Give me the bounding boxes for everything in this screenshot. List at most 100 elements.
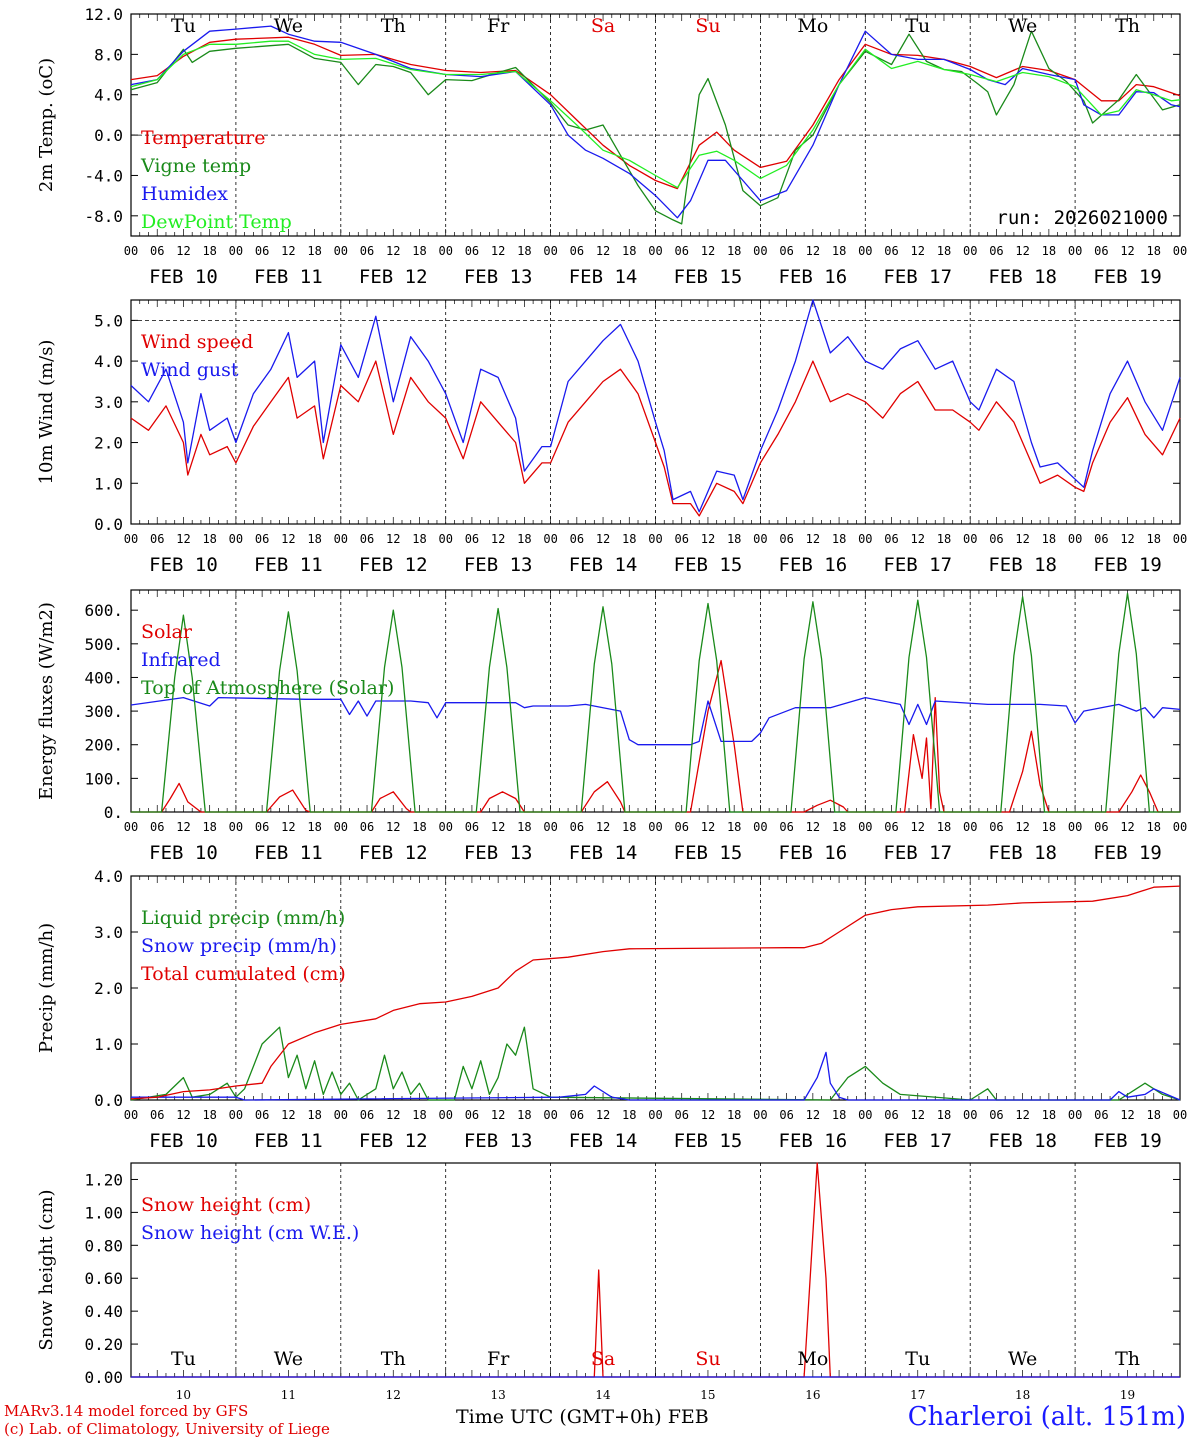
x-axis-month: FEB <box>667 1406 709 1428</box>
hour-tick-label: 12 <box>701 532 715 546</box>
series-line <box>131 659 1180 813</box>
hour-tick-label: 12 <box>596 532 610 546</box>
hour-tick-label: 06 <box>570 532 584 546</box>
hour-tick-label: 00 <box>543 532 557 546</box>
date-label: FEB 18 <box>988 1130 1057 1152</box>
hour-tick-label: 00 <box>438 244 452 258</box>
date-label: FEB 15 <box>674 554 743 576</box>
hour-tick-label: 18 <box>202 532 216 546</box>
hour-tick-label: 18 <box>202 1108 216 1122</box>
hour-tick-label: 06 <box>1094 820 1108 834</box>
hour-tick-label: 18 <box>832 244 846 258</box>
hour-tick-label: 18 <box>307 532 321 546</box>
legend-entry: Vigne temp <box>140 155 251 177</box>
hour-tick-label: 18 <box>412 244 426 258</box>
hour-tick-label: 06 <box>360 244 374 258</box>
hour-tick-label: 06 <box>989 244 1003 258</box>
hour-tick-label: 06 <box>150 1108 164 1122</box>
hour-tick-label: 06 <box>360 1108 374 1122</box>
hour-tick-label: 12 <box>386 244 400 258</box>
hour-tick-label: 06 <box>1094 1108 1108 1122</box>
y-tick-label: 1.00 <box>84 1203 123 1222</box>
legend-entry: DewPoint Temp <box>141 211 292 233</box>
hour-tick-label: 00 <box>753 532 767 546</box>
weekday-label: Mo <box>797 1348 828 1370</box>
weekday-label: Sa <box>591 1348 615 1370</box>
day-number-label: 19 <box>1120 1388 1135 1402</box>
y-tick-label: 12.0 <box>84 5 123 24</box>
hour-tick-label: 00 <box>229 1108 243 1122</box>
day-number-label: 18 <box>1015 1388 1030 1402</box>
hour-tick-label: 06 <box>884 244 898 258</box>
hour-tick-label: 00 <box>124 244 138 258</box>
hour-tick-label: 12 <box>176 820 190 834</box>
date-label: FEB 19 <box>1093 842 1162 864</box>
hour-tick-label: 00 <box>1068 244 1082 258</box>
y-axis-label: Precip (mm/h) <box>36 923 57 1053</box>
date-label: FEB 16 <box>779 266 848 288</box>
legend-entry: Temperature <box>141 127 265 149</box>
hour-tick-label: 00 <box>543 820 557 834</box>
hour-tick-label: 00 <box>543 244 557 258</box>
series-line <box>130 360 1181 517</box>
hour-tick-label: 00 <box>334 820 348 834</box>
y-axis-label: 10m Wind (m/s) <box>36 340 57 485</box>
date-label: FEB 17 <box>883 266 952 288</box>
legend-entry: Solar <box>141 621 193 643</box>
weekday-label: Th <box>1115 1348 1140 1370</box>
hour-tick-label: 12 <box>176 1108 190 1122</box>
weekday-label: Su <box>695 15 720 37</box>
hour-tick-label: 12 <box>1120 820 1134 834</box>
hour-tick-label: 12 <box>911 820 925 834</box>
hour-tick-label: 12 <box>911 532 925 546</box>
hour-tick-label: 12 <box>701 244 715 258</box>
hour-tick-label: 12 <box>1015 532 1029 546</box>
weekday-label: Tu <box>171 15 196 37</box>
hour-tick-label: 18 <box>1147 820 1161 834</box>
hour-tick-label: 18 <box>937 1108 951 1122</box>
hour-tick-label: 00 <box>1173 820 1187 834</box>
date-label: FEB 10 <box>149 842 218 864</box>
y-tick-label: 3.0 <box>94 923 123 942</box>
hour-tick-label: 00 <box>1068 532 1082 546</box>
hour-tick-label: 18 <box>1147 244 1161 258</box>
legend-entry: Liquid precip (mm/h) <box>141 907 345 929</box>
hour-tick-label: 12 <box>806 532 820 546</box>
date-label: FEB 17 <box>883 842 952 864</box>
series-line <box>130 885 1181 1100</box>
date-label: FEB 18 <box>988 554 1057 576</box>
legend-entry: Snow height (cm) <box>141 1194 311 1216</box>
date-label: FEB 12 <box>359 554 428 576</box>
hour-tick-label: 00 <box>229 244 243 258</box>
day-number-label: 12 <box>386 1388 401 1402</box>
hour-tick-label: 18 <box>622 532 636 546</box>
hour-tick-label: 00 <box>438 820 452 834</box>
hour-tick-label: 18 <box>412 1108 426 1122</box>
hour-tick-label: 18 <box>307 820 321 834</box>
y-tick-label: 4.0 <box>94 867 123 886</box>
y-tick-label: 0.0 <box>94 515 123 534</box>
y-tick-label: 100. <box>84 769 123 788</box>
y-tick-label: 0.80 <box>84 1236 123 1255</box>
y-tick-label: 1.0 <box>94 1035 123 1054</box>
series-line <box>130 25 1181 219</box>
series-line <box>130 696 1181 746</box>
series-line <box>131 592 1180 813</box>
hour-tick-label: 06 <box>674 820 688 834</box>
model-credit: MARv3.14 model forced by GFS <box>4 1402 249 1420</box>
hour-tick-label: 00 <box>124 532 138 546</box>
day-number-label: 11 <box>281 1388 296 1402</box>
y-tick-label: 0.00 <box>84 1368 123 1387</box>
hour-tick-label: 12 <box>1015 820 1029 834</box>
hour-tick-label: 18 <box>307 244 321 258</box>
y-axis-label: Snow height (cm) <box>36 1189 57 1350</box>
date-label: FEB 10 <box>149 554 218 576</box>
y-tick-label: 0.60 <box>84 1269 123 1288</box>
hour-tick-label: 06 <box>255 1108 269 1122</box>
hour-tick-label: 00 <box>124 820 138 834</box>
hour-tick-label: 00 <box>229 532 243 546</box>
hour-tick-label: 00 <box>963 820 977 834</box>
hour-tick-label: 00 <box>334 1108 348 1122</box>
hour-tick-label: 12 <box>596 1108 610 1122</box>
